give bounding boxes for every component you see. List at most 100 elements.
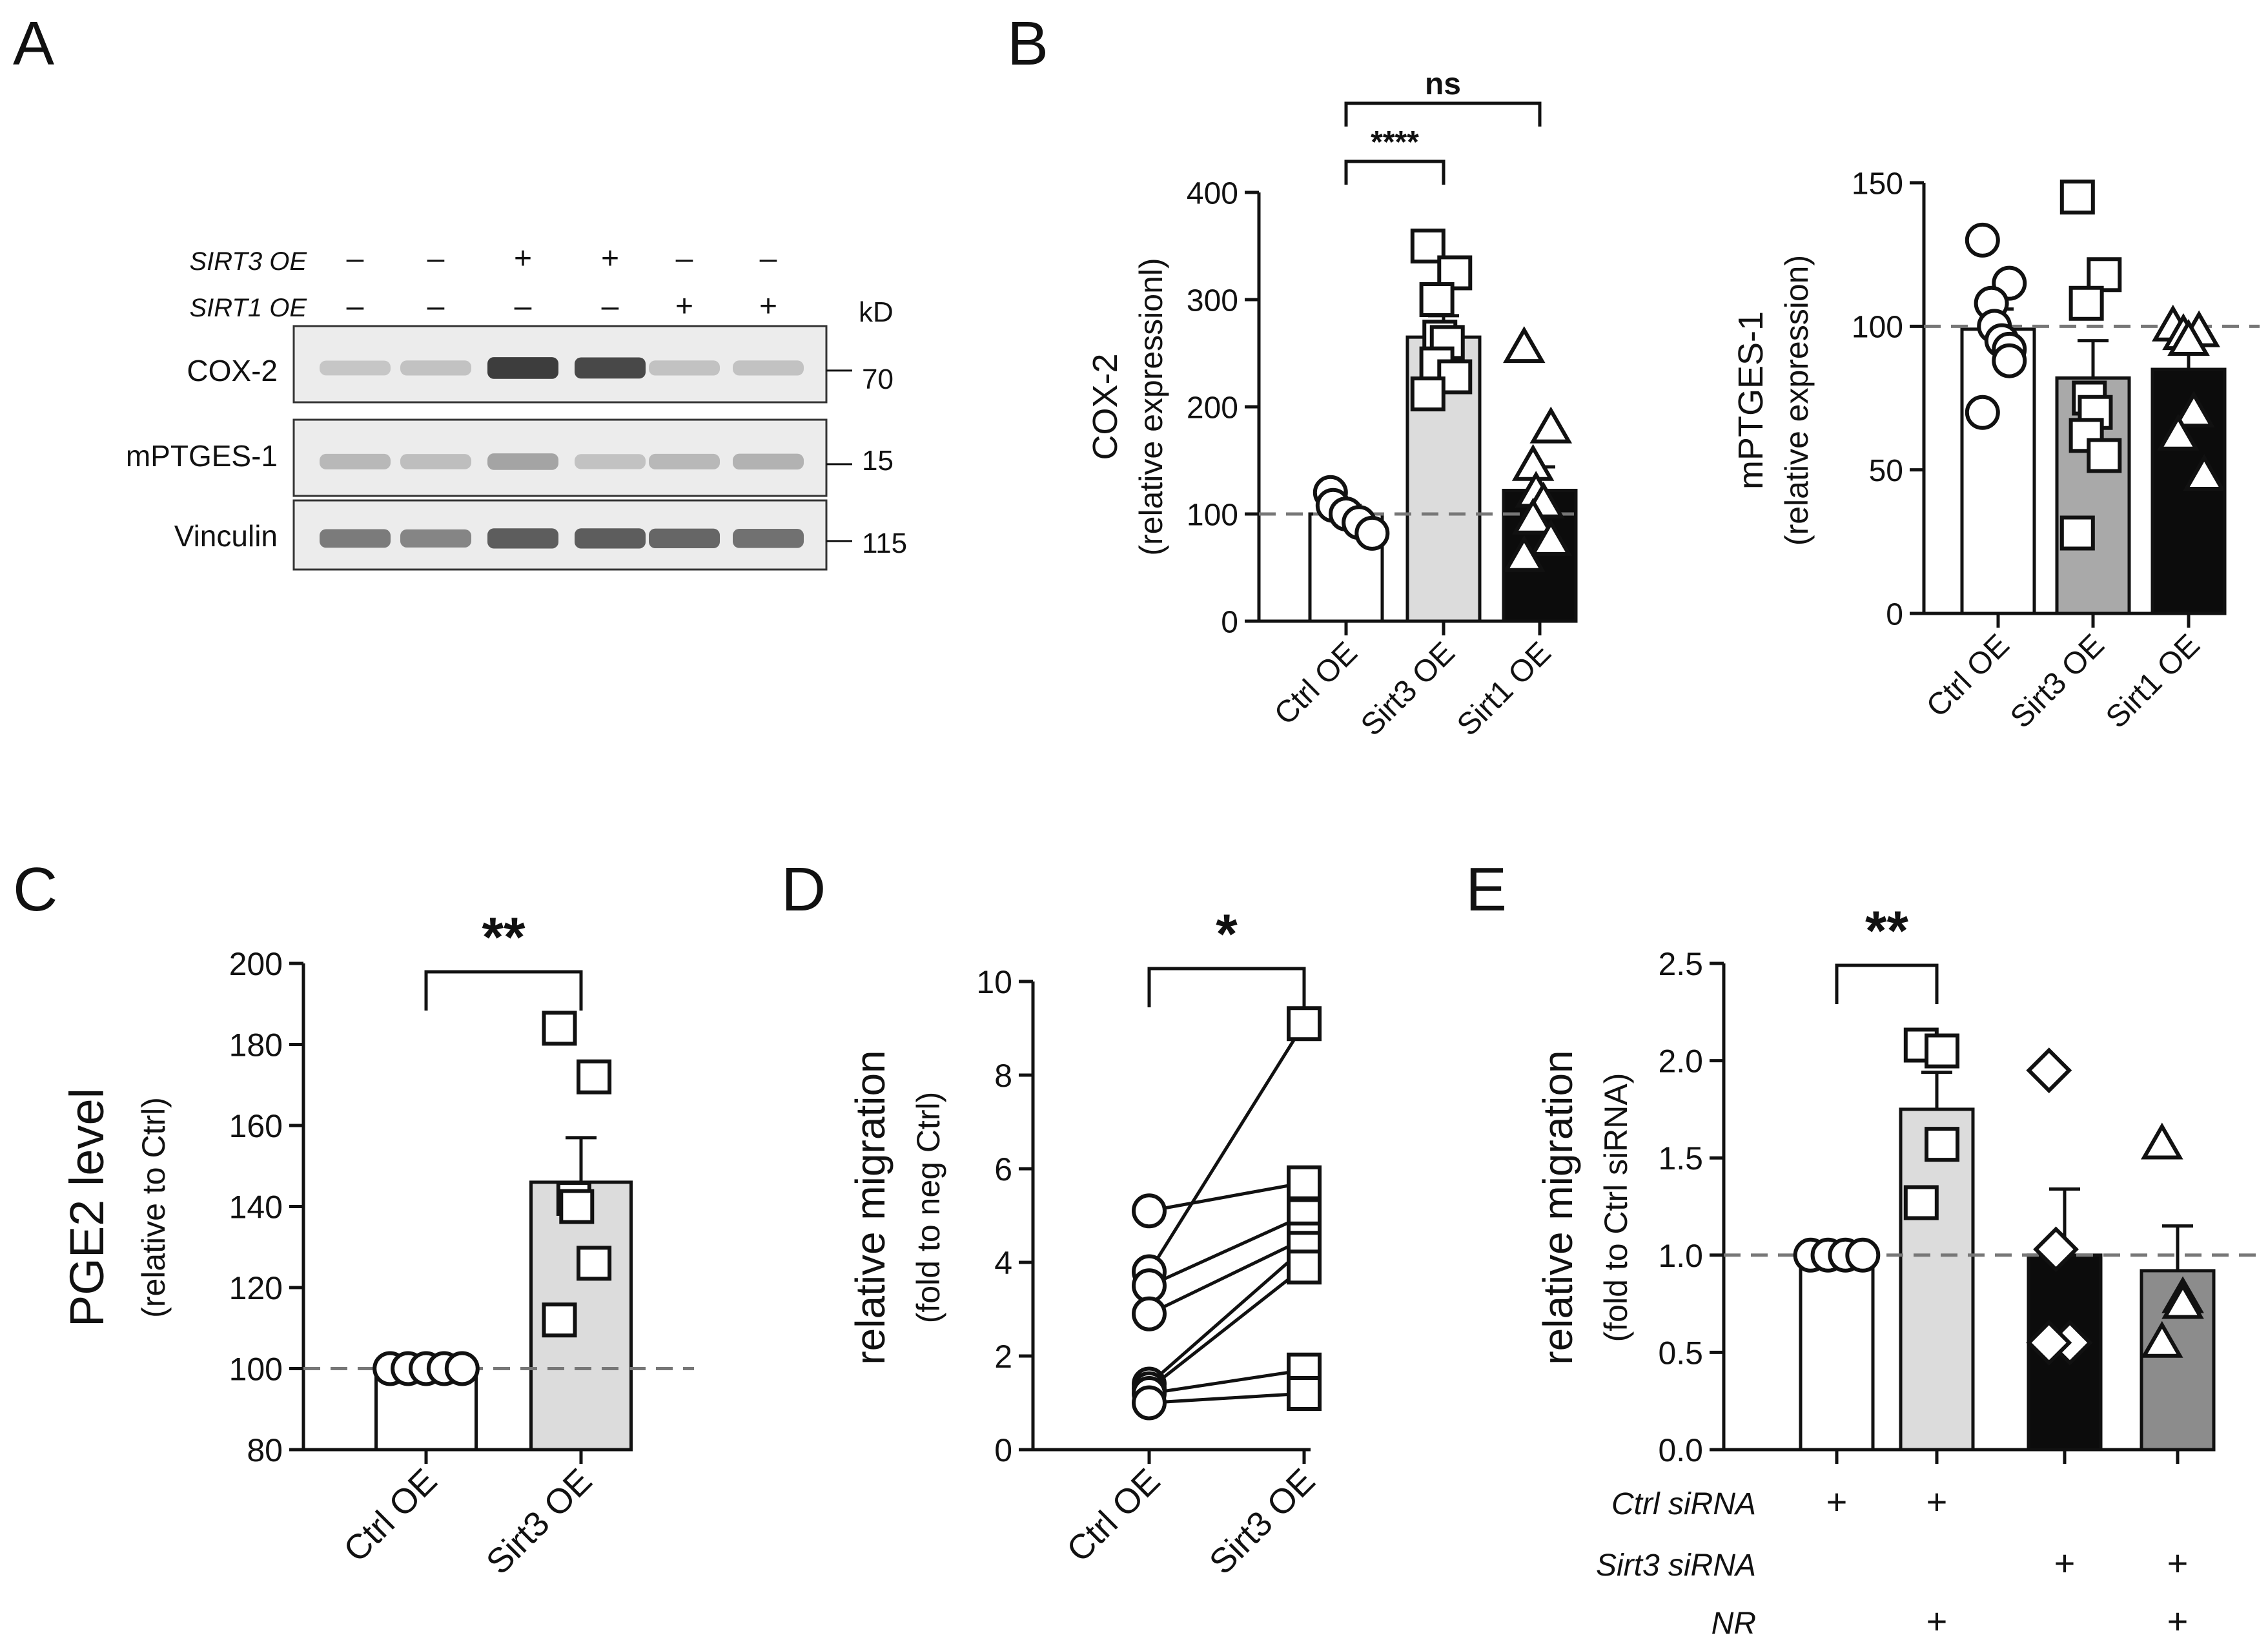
x-tick-label: Sirt1 OE xyxy=(1451,635,1558,743)
data-point xyxy=(2059,180,2095,215)
y-tick-label: 50 xyxy=(1869,454,1903,488)
x-tick-label: Sirt3 OE xyxy=(2004,628,2111,735)
blot-sign: + xyxy=(675,289,693,324)
pair-line xyxy=(1149,1181,1305,1213)
condition-sign: + xyxy=(2167,1543,2189,1583)
y-tick-label: 160 xyxy=(229,1108,283,1144)
y-tick-label: 4 xyxy=(994,1245,1012,1281)
pair-line xyxy=(1148,1214,1305,1288)
y-axis-sublabel: (fold to neg Ctrl) xyxy=(910,1092,946,1323)
condition-sign: + xyxy=(1926,1601,1948,1641)
x-tick-label: Sirt3 OE xyxy=(479,1461,600,1582)
blot-band xyxy=(400,360,471,376)
y-tick-label: 180 xyxy=(229,1027,283,1063)
x-tick-label: Sirt3 OE xyxy=(1354,635,1462,743)
y-tick-label: 10 xyxy=(976,964,1012,1000)
western-blot: SIRT3 OE SIRT1 OE kD – – + + – –– – – – + + COX-2 … xyxy=(126,241,907,571)
blot-band xyxy=(649,453,720,469)
condition-sign: + xyxy=(2167,1601,2189,1641)
y-tick-label: 400 xyxy=(1187,176,1238,211)
blot-row-label-sirt3: SIRT3 OE xyxy=(189,247,307,276)
pair-line xyxy=(1147,1022,1306,1273)
x-tick-label: Sirt3 OE xyxy=(1202,1461,1323,1582)
significance-bracket xyxy=(1344,159,1446,185)
significance-label: ** xyxy=(1865,900,1908,962)
blot-band xyxy=(649,360,720,376)
y-tick-label: 0 xyxy=(994,1432,1012,1468)
blot-kd-cox2: 70 xyxy=(862,364,894,395)
panel-letter-d: D xyxy=(781,855,826,924)
data-point xyxy=(1529,406,1573,444)
data-point xyxy=(1925,1127,1960,1162)
data-point xyxy=(559,1189,595,1224)
data-point xyxy=(1965,222,2000,258)
data-point xyxy=(2087,438,2122,473)
blot-sign: – xyxy=(515,289,532,324)
data-point xyxy=(1992,343,2027,378)
y-tick-label: 140 xyxy=(229,1189,283,1226)
significance-label: * xyxy=(1216,903,1238,965)
data-point xyxy=(2157,413,2200,451)
y-tick-label: 8 xyxy=(994,1058,1012,1094)
data-point xyxy=(1845,1237,1881,1273)
data-point xyxy=(2183,453,2225,491)
data-point xyxy=(1503,326,1546,364)
y-tick-label: 2 xyxy=(994,1339,1012,1375)
data-point xyxy=(2172,391,2215,428)
blot-band xyxy=(320,360,391,376)
y-axis-sublabel: (relative expressionl) xyxy=(1133,258,1169,555)
y-axis-sublabel: (fold to Ctrl siRNA) xyxy=(1598,1073,1634,1342)
panel-letter-b: B xyxy=(1007,9,1048,78)
blot-band-label-vinculin: Vinculin xyxy=(174,519,278,553)
data-point xyxy=(1965,395,2000,430)
chart-paired-migration: 0 2 4 6 8 10 Ctrl OE Sirt3 OE relative migration… xyxy=(847,903,1322,1582)
blot-kd-label: kD xyxy=(859,296,894,328)
data-point xyxy=(1287,1006,1322,1042)
pair-line xyxy=(1149,1392,1305,1404)
bar xyxy=(1899,1107,1975,1452)
condition-sign: + xyxy=(1826,1481,1848,1522)
condition-label: NR xyxy=(1711,1607,1756,1641)
data-point xyxy=(2059,515,2095,551)
y-tick-label: 0 xyxy=(1221,605,1238,639)
blot-band xyxy=(400,454,471,469)
y-axis-label: COX-2 xyxy=(1086,353,1125,460)
blot-sign: – xyxy=(760,241,777,276)
significance-label: ** xyxy=(482,907,526,969)
y-axis-label: mPTGES-1 xyxy=(1732,311,1770,489)
blot-band-label-cox2: COX-2 xyxy=(187,354,278,387)
data-point xyxy=(1511,497,1555,535)
blot-row-label-sirt1: SIRT1 OE xyxy=(189,294,307,322)
data-point xyxy=(1503,535,1546,572)
blot-sign: – xyxy=(347,241,364,276)
y-tick-label: 300 xyxy=(1187,283,1238,318)
panel-letter-c: C xyxy=(13,855,57,924)
pair-line xyxy=(1148,1237,1305,1316)
blot-sign: – xyxy=(427,241,445,276)
y-tick-label: 1.0 xyxy=(1658,1238,1703,1274)
pair-line xyxy=(1149,1368,1305,1395)
y-tick-label: 2.0 xyxy=(1658,1043,1703,1080)
data-point xyxy=(1354,515,1390,551)
y-tick-label: 0 xyxy=(1886,597,1903,632)
y-tick-label: 80 xyxy=(247,1432,283,1468)
data-point xyxy=(1410,376,1446,412)
blot-band xyxy=(575,454,646,469)
significance-bracket xyxy=(424,970,583,1011)
blot-sign: – xyxy=(602,289,619,324)
blot-sign: + xyxy=(759,289,777,324)
data-point xyxy=(2141,1320,2183,1358)
significance-label: **** xyxy=(1371,125,1419,159)
blot-kd-vinculin: 115 xyxy=(862,528,907,559)
y-tick-label: 0.5 xyxy=(1658,1335,1703,1371)
y-tick-label: 6 xyxy=(994,1151,1012,1187)
y-axis-label: relative migration xyxy=(1535,1050,1581,1364)
data-point xyxy=(444,1351,480,1386)
blot-band xyxy=(487,453,558,470)
blot-band xyxy=(400,529,471,548)
blot-band xyxy=(733,360,804,376)
bar xyxy=(1960,327,2036,615)
data-point xyxy=(577,1246,612,1281)
